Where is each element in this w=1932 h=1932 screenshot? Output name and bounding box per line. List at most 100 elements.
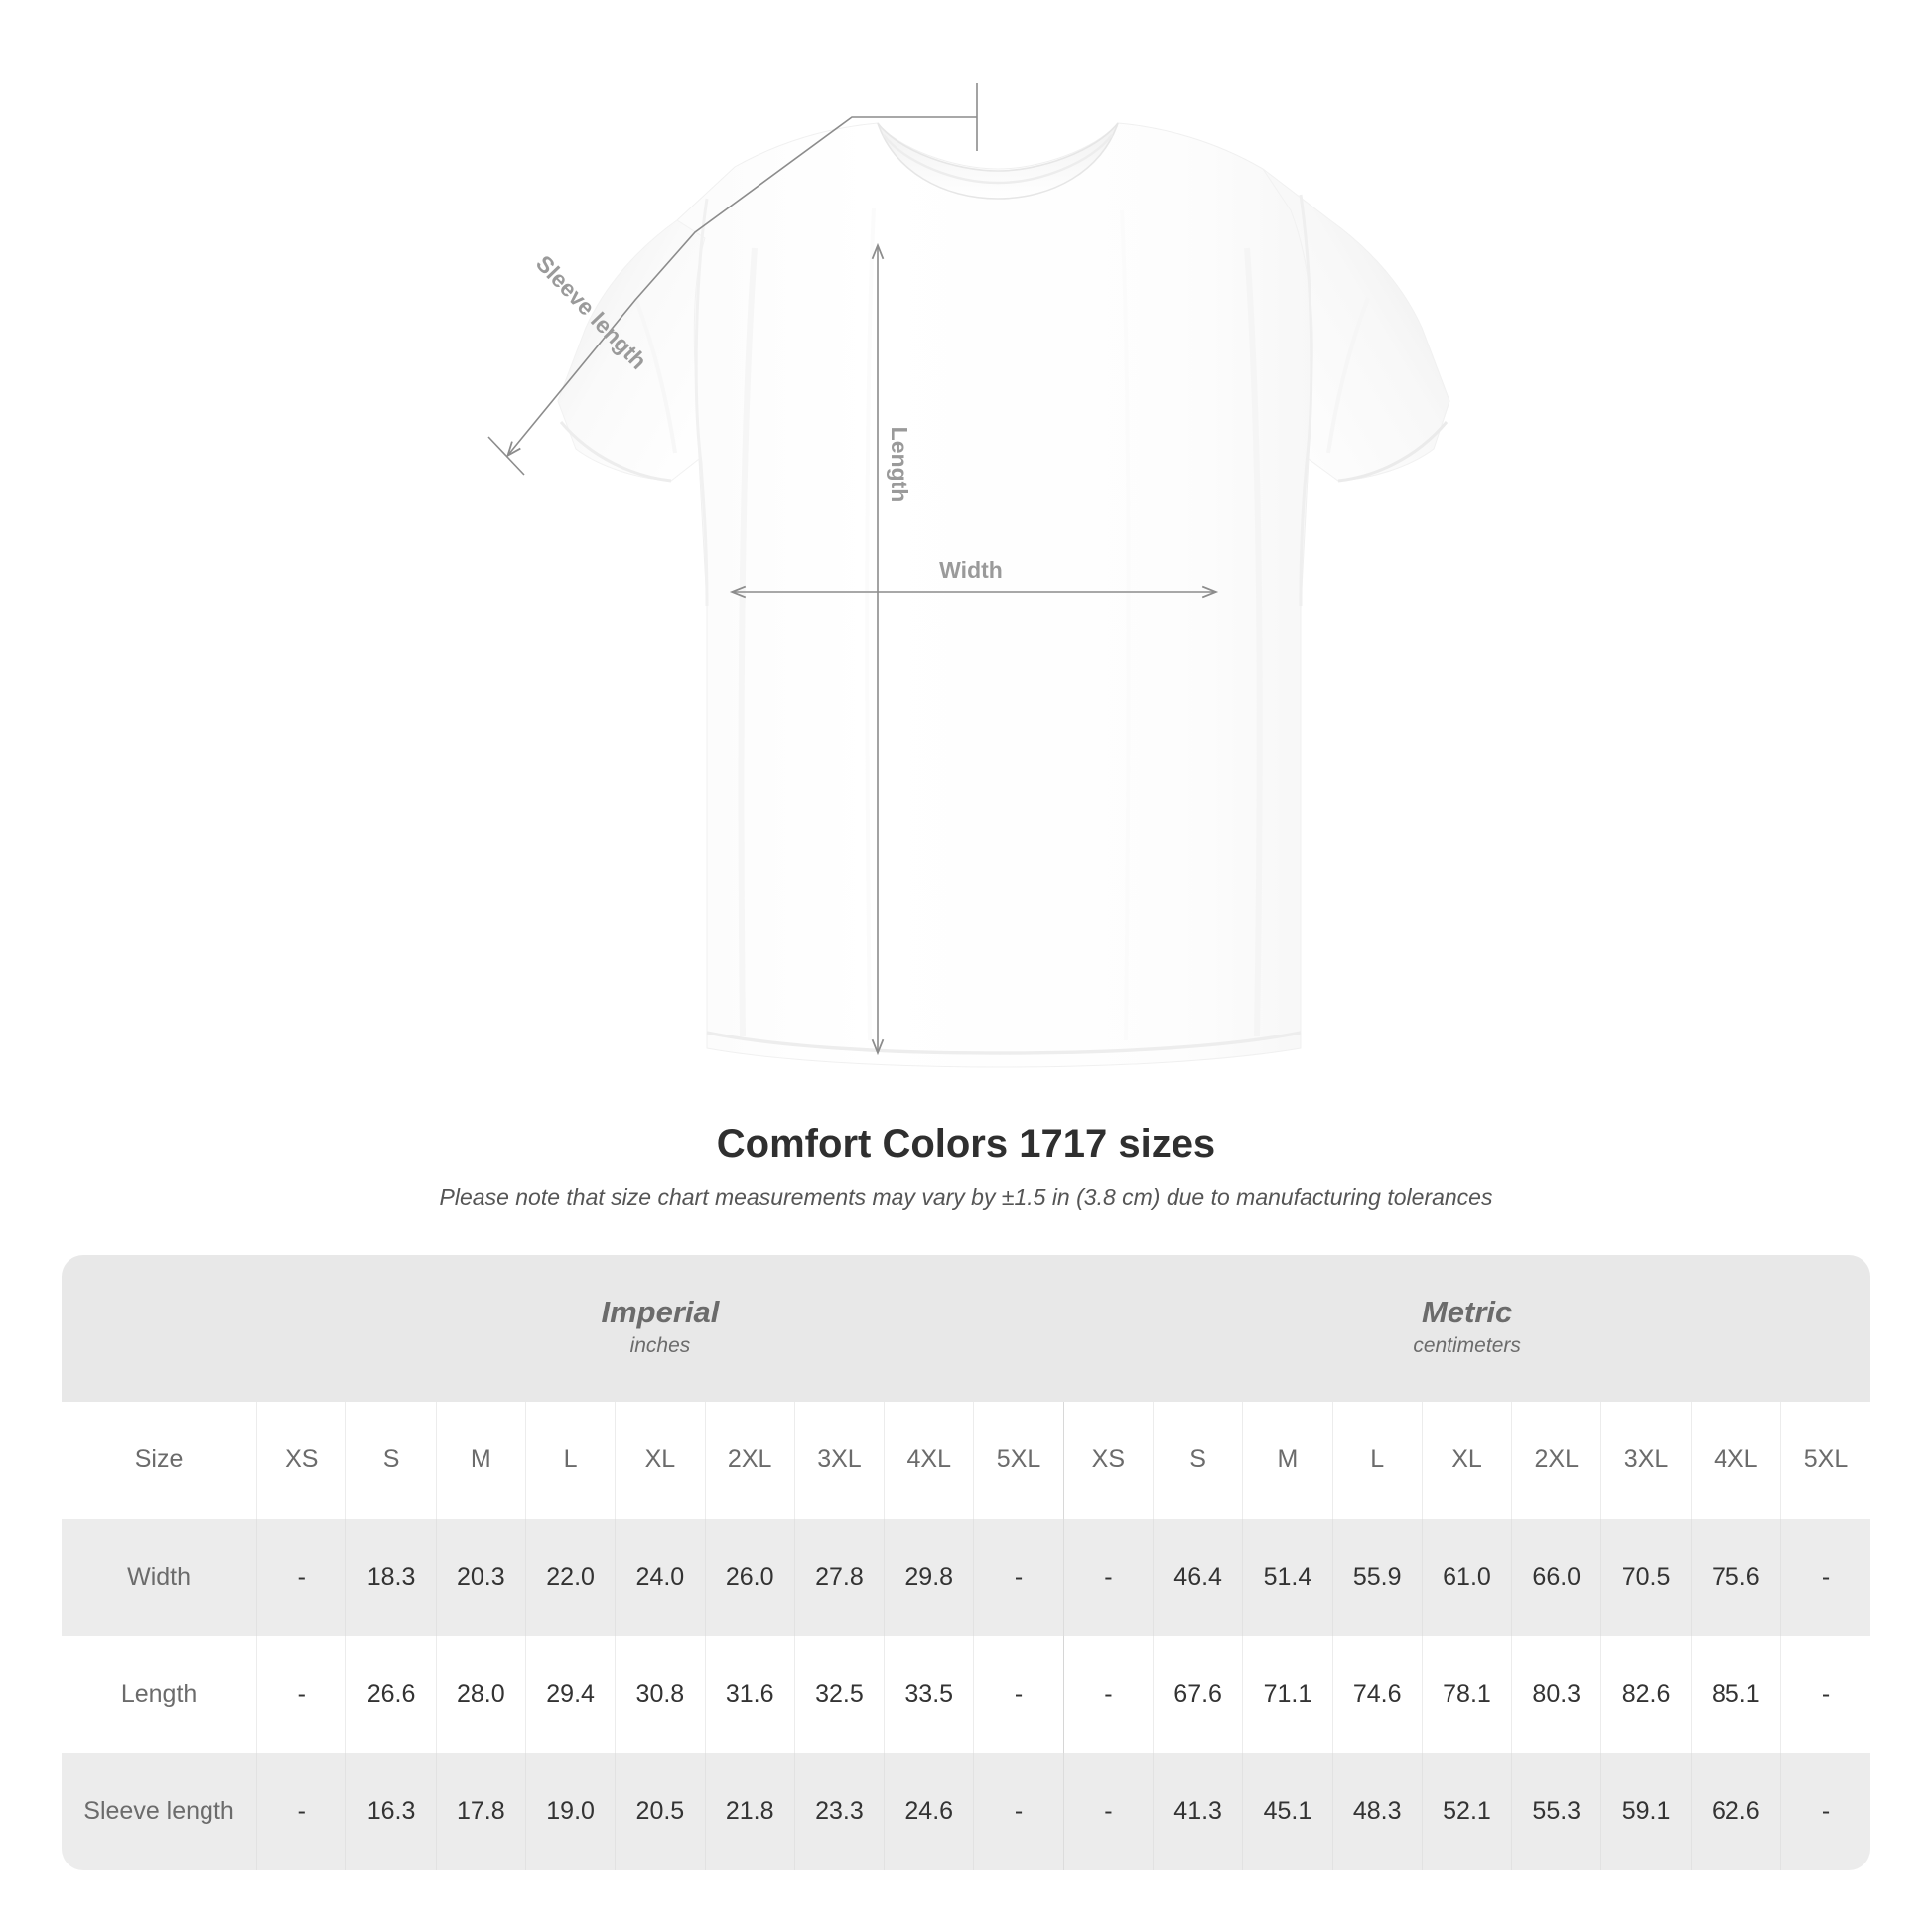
row-label-length: Length (62, 1635, 257, 1753)
cell-length-imperial-2xl: 31.6 (704, 1635, 795, 1753)
col-header-imperial-3xl: 3XL (793, 1401, 885, 1519)
col-header-metric-4xl: 4XL (1690, 1401, 1781, 1519)
cell-width-metric-m: 51.4 (1242, 1518, 1333, 1636)
cell-length-imperial-xs: - (256, 1635, 346, 1753)
col-header-imperial-m: M (435, 1401, 526, 1519)
cell-length-metric-xs: - (1062, 1635, 1154, 1753)
cell-width-imperial-l: 22.0 (524, 1518, 616, 1636)
unit-banner-spacer (62, 1254, 257, 1402)
cell-length-imperial-5xl: - (973, 1635, 1064, 1753)
cell-length-metric-4xl: 85.1 (1690, 1635, 1781, 1753)
col-header-metric-3xl: 3XL (1600, 1401, 1692, 1519)
cell-width-imperial-xl: 24.0 (615, 1518, 706, 1636)
cell-sleeve-metric-2xl: 55.3 (1511, 1752, 1601, 1870)
cell-width-metric-3xl: 70.5 (1600, 1518, 1692, 1636)
cell-width-metric-xl: 61.0 (1421, 1518, 1512, 1636)
cell-width-metric-5xl: - (1779, 1518, 1870, 1636)
cell-length-metric-m: 71.1 (1242, 1635, 1333, 1753)
cell-sleeve-imperial-xs: - (256, 1752, 346, 1870)
col-header-imperial-l: L (524, 1401, 616, 1519)
length-label: Length (887, 427, 912, 503)
cell-sleeve-imperial-5xl: - (973, 1752, 1064, 1870)
col-header-imperial-2xl: 2XL (704, 1401, 795, 1519)
cell-length-imperial-s: 26.6 (345, 1635, 437, 1753)
cell-length-metric-xl: 78.1 (1421, 1635, 1512, 1753)
page-title: Comfort Colors 1717 sizes (716, 1122, 1216, 1166)
cell-width-metric-xs: - (1062, 1518, 1154, 1636)
cell-width-metric-2xl: 66.0 (1511, 1518, 1601, 1636)
cell-sleeve-imperial-3xl: 23.3 (793, 1752, 885, 1870)
col-header-metric-l: L (1331, 1401, 1423, 1519)
unit-group-imperial: Imperial inches (256, 1254, 1064, 1402)
cell-sleeve-metric-s: 41.3 (1152, 1752, 1243, 1870)
col-header-imperial-xs: XS (256, 1401, 346, 1519)
table-row: Sleeve length - 16.3 17.8 19.0 20.5 21.8… (62, 1752, 1870, 1870)
cell-sleeve-metric-xs: - (1062, 1752, 1154, 1870)
cell-width-imperial-2xl: 26.0 (704, 1518, 795, 1636)
sleeve-length-arrow (505, 116, 977, 458)
unit-group-imperial-sub: inches (629, 1333, 691, 1357)
cell-width-imperial-3xl: 27.8 (793, 1518, 885, 1636)
cell-width-imperial-4xl: 29.8 (884, 1518, 974, 1636)
tshirt-graphic (557, 122, 1450, 1068)
cell-length-imperial-4xl: 33.5 (884, 1635, 974, 1753)
col-header-metric-xs: XS (1062, 1401, 1154, 1519)
cell-sleeve-metric-4xl: 62.6 (1690, 1752, 1781, 1870)
cell-length-imperial-l: 29.4 (524, 1635, 616, 1753)
sleeve-end-tick (487, 436, 525, 476)
size-table-wrap: Imperial inches Metric centimeters Size … (0, 1254, 1932, 1870)
row-label-sleeve-length: Sleeve length (62, 1752, 257, 1870)
cell-sleeve-imperial-xl: 20.5 (615, 1752, 706, 1870)
cell-sleeve-metric-xl: 52.1 (1421, 1752, 1512, 1870)
cell-sleeve-imperial-s: 16.3 (345, 1752, 437, 1870)
size-chart-table: Imperial inches Metric centimeters Size … (62, 1254, 1870, 1870)
table-row: Width - 18.3 20.3 22.0 24.0 26.0 27.8 29… (62, 1518, 1870, 1636)
tolerance-note: Please note that size chart measurements… (439, 1184, 1493, 1210)
cell-length-metric-3xl: 82.6 (1600, 1635, 1692, 1753)
tshirt-diagram-svg: Length Width Sleeve length (487, 83, 1450, 1068)
unit-group-metric-name: Metric (1421, 1295, 1513, 1330)
table-row: Length - 26.6 28.0 29.4 30.8 31.6 32.5 3… (62, 1635, 1870, 1753)
cell-length-metric-s: 67.6 (1152, 1635, 1243, 1753)
cell-width-metric-l: 55.9 (1331, 1518, 1423, 1636)
cell-sleeve-imperial-m: 17.8 (435, 1752, 526, 1870)
col-header-imperial-5xl: 5XL (973, 1401, 1064, 1519)
col-header-metric-xl: XL (1421, 1401, 1512, 1519)
cell-width-imperial-m: 20.3 (435, 1518, 526, 1636)
col-header-metric-2xl: 2XL (1511, 1401, 1601, 1519)
cell-length-imperial-3xl: 32.5 (793, 1635, 885, 1753)
cell-length-metric-2xl: 80.3 (1511, 1635, 1601, 1753)
cell-length-metric-5xl: - (1779, 1635, 1870, 1753)
col-header-imperial-s: S (345, 1401, 437, 1519)
cell-width-metric-s: 46.4 (1152, 1518, 1243, 1636)
cell-length-metric-l: 74.6 (1331, 1635, 1423, 1753)
heading-block: Comfort Colors 1717 sizes Please note th… (0, 1122, 1932, 1213)
measure-lines (487, 83, 1219, 1056)
col-header-metric-s: S (1152, 1401, 1243, 1519)
cell-sleeve-imperial-2xl: 21.8 (704, 1752, 795, 1870)
width-label: Width (939, 557, 1003, 583)
unit-group-metric-sub: centimeters (1413, 1333, 1521, 1357)
cell-width-imperial-xs: - (256, 1518, 346, 1636)
tshirt-diagram: Length Width Sleeve length (487, 83, 1450, 1068)
col-header-imperial-4xl: 4XL (884, 1401, 974, 1519)
col-header-metric-m: M (1242, 1401, 1333, 1519)
unit-group-imperial-name: Imperial (601, 1295, 720, 1330)
col-header-metric-5xl: 5XL (1779, 1401, 1870, 1519)
size-header-row: Size XS S M L XL 2XL 3XL 4XL 5XL XS S M … (62, 1401, 1870, 1519)
cell-sleeve-metric-l: 48.3 (1331, 1752, 1423, 1870)
cell-width-metric-4xl: 75.6 (1690, 1518, 1781, 1636)
row-label-width: Width (62, 1518, 257, 1636)
unit-banner-row: Imperial inches Metric centimeters (62, 1254, 1870, 1402)
cell-sleeve-metric-m: 45.1 (1242, 1752, 1333, 1870)
col-header-imperial-xl: XL (615, 1401, 706, 1519)
cell-length-imperial-xl: 30.8 (615, 1635, 706, 1753)
unit-group-metric: Metric centimeters (1063, 1254, 1870, 1402)
cell-sleeve-imperial-4xl: 24.6 (884, 1752, 974, 1870)
cell-width-imperial-5xl: - (973, 1518, 1064, 1636)
cell-sleeve-metric-3xl: 59.1 (1600, 1752, 1692, 1870)
cell-sleeve-imperial-l: 19.0 (524, 1752, 616, 1870)
size-header-label: Size (62, 1401, 257, 1519)
cell-sleeve-metric-5xl: - (1779, 1752, 1870, 1870)
cell-width-imperial-s: 18.3 (345, 1518, 437, 1636)
